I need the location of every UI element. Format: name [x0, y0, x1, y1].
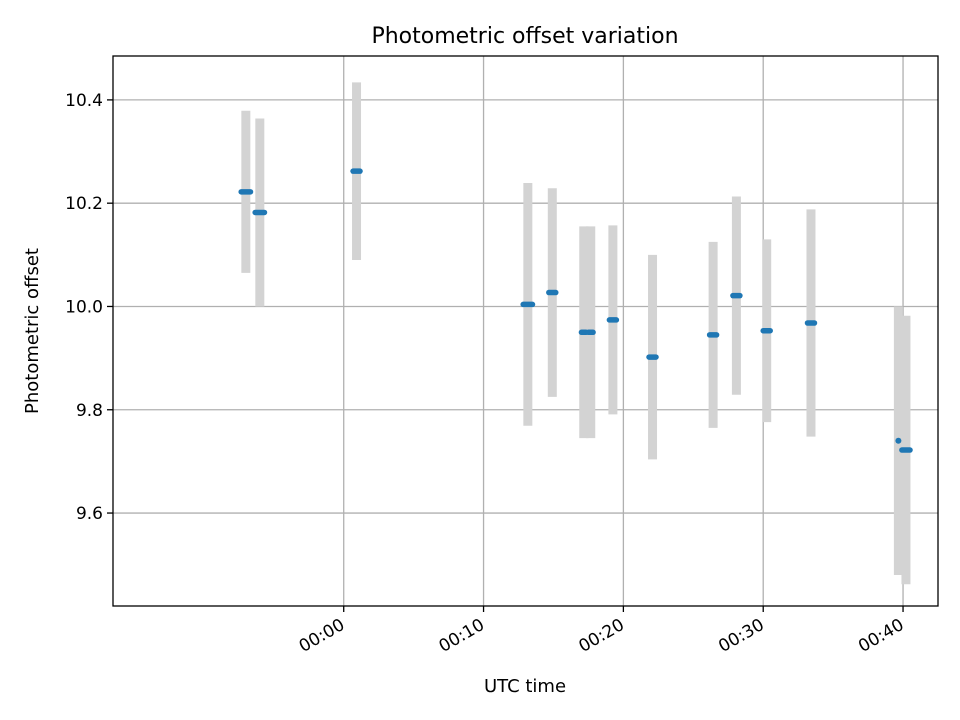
y-axis-label: Photometric offset — [22, 248, 43, 414]
x-tick-label: 00:00 — [296, 615, 348, 657]
plot-frame — [112, 55, 939, 607]
data-points — [238, 168, 913, 453]
y-tick-label: 10.2 — [65, 194, 103, 214]
x-axis-ticks: 00:00 00:10 00:20 00:30 00:40 — [296, 606, 908, 657]
x-axis-label: UTC time — [484, 676, 566, 697]
y-tick-label: 10.4 — [65, 91, 103, 111]
y-tick-label: 9.8 — [76, 401, 103, 421]
y-tick-label: 9.6 — [76, 504, 103, 524]
y-axis-ticks: 9.6 9.8 10.0 10.2 10.4 — [65, 91, 113, 524]
x-tick-label: 00:20 — [575, 615, 627, 657]
chart-title: Photometric offset variation — [371, 24, 678, 49]
error-bars — [241, 82, 911, 585]
data-point — [895, 437, 902, 444]
y-tick-label: 10.0 — [65, 297, 103, 317]
x-tick-label: 00:40 — [855, 615, 907, 657]
x-tick-label: 00:30 — [715, 615, 767, 657]
x-tick-label: 00:10 — [436, 615, 488, 657]
